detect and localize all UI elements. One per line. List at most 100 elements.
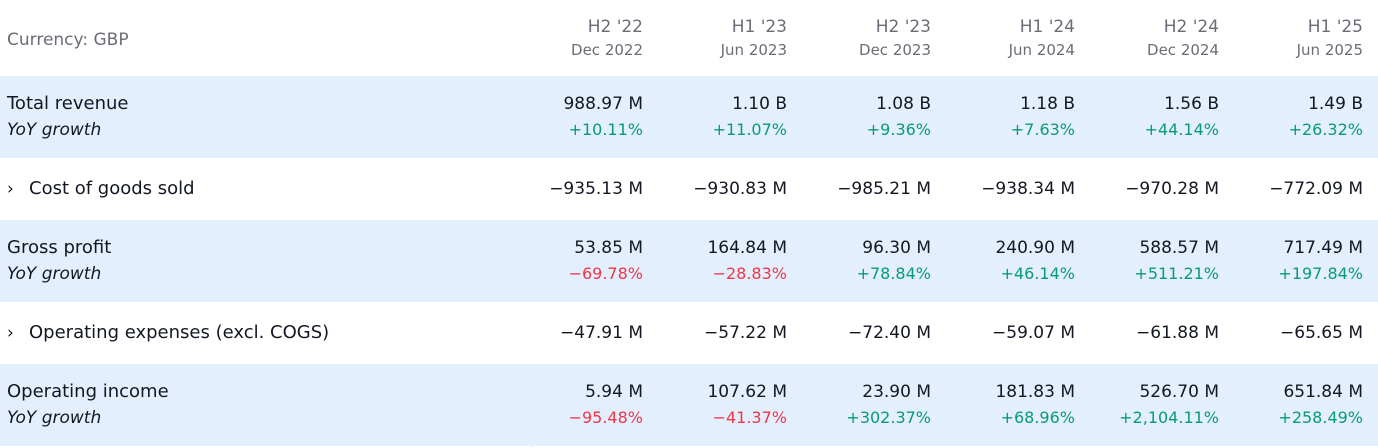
metric-value: −930.83 M <box>693 179 787 199</box>
value-cell: −935.13 M <box>534 176 656 202</box>
metric-value: 53.85 M <box>574 238 643 258</box>
metric-value: 96.30 M <box>862 238 931 258</box>
value-cell: −65.65 M <box>1232 320 1376 346</box>
value-cell: −47.91 M <box>534 320 656 346</box>
metric-value: −72.40 M <box>848 323 931 343</box>
chevron-right-icon[interactable]: › <box>7 323 14 343</box>
metric-sub-label: YoY growth <box>7 264 102 284</box>
value-cell: 1.18 B +7.63% <box>944 91 1088 143</box>
value-cell: 181.83 M +68.96% <box>944 379 1088 431</box>
metric-value: 588.57 M <box>1139 238 1219 258</box>
metric-value: 181.83 M <box>995 382 1075 402</box>
period-header[interactable]: H1 '24 Jun 2024 <box>944 15 1088 61</box>
metric-value: 164.84 M <box>707 238 787 258</box>
period-label: H1 '23 <box>731 17 787 37</box>
period-label: H1 '24 <box>1019 17 1075 37</box>
value-cell: 240.90 M +46.14% <box>944 235 1088 287</box>
value-cell: 1.08 B +9.36% <box>800 91 944 143</box>
growth-value: +302.37% <box>846 408 931 427</box>
metric-value: −65.65 M <box>1280 323 1363 343</box>
value-cell: −772.09 M <box>1232 176 1376 202</box>
value-cell: −970.28 M <box>1088 176 1232 202</box>
value-cell: 988.97 M +10.11% <box>534 91 656 143</box>
value-cell: −72.40 M <box>800 320 944 346</box>
growth-value: +78.84% <box>856 264 931 283</box>
period-label: H1 '25 <box>1307 17 1363 37</box>
growth-value: −41.37% <box>712 408 787 427</box>
metric-value: 23.90 M <box>862 382 931 402</box>
value-cell: 717.49 M +197.84% <box>1232 235 1376 287</box>
growth-value: +258.49% <box>1278 408 1363 427</box>
metric-value: 988.97 M <box>563 94 643 114</box>
value-cell: 96.30 M +78.84% <box>800 235 944 287</box>
row-gross-profit[interactable]: Gross profit YoY growth 53.85 M −69.78% 1… <box>0 220 1378 302</box>
metric-name: Total revenue <box>7 93 129 114</box>
period-date: Dec 2023 <box>859 41 931 59</box>
metric-value: −935.13 M <box>549 179 643 199</box>
period-header[interactable]: H2 '24 Dec 2024 <box>1088 15 1232 61</box>
growth-value: −95.48% <box>568 408 643 427</box>
row-total-revenue[interactable]: Total revenue YoY growth 988.97 M +10.11%… <box>0 76 1378 158</box>
growth-value: −69.78% <box>568 264 643 283</box>
period-date: Jun 2023 <box>720 41 787 59</box>
value-cell: −985.21 M <box>800 176 944 202</box>
period-date: Dec 2024 <box>1147 41 1219 59</box>
period-header[interactable]: H1 '25 Jun 2025 <box>1232 15 1376 61</box>
period-header[interactable]: H1 '23 Jun 2023 <box>656 15 800 61</box>
period-label: H2 '22 <box>587 17 643 37</box>
metric-name: Gross profit <box>7 237 112 258</box>
period-columns: H2 '22 Dec 2022 H1 '23 Jun 2023 H2 '23 D… <box>534 15 1376 61</box>
metric-value: −47.91 M <box>560 323 643 343</box>
value-cell: 1.10 B +11.07% <box>656 91 800 143</box>
metric-value: 240.90 M <box>995 238 1075 258</box>
metric-sub-label: YoY growth <box>7 120 102 140</box>
chevron-right-icon[interactable]: › <box>7 179 14 199</box>
growth-value: +2,104.11% <box>1119 408 1219 427</box>
value-cell: 1.56 B +44.14% <box>1088 91 1232 143</box>
period-header[interactable]: H2 '22 Dec 2022 <box>534 15 656 61</box>
period-date: Dec 2022 <box>571 41 643 59</box>
metric-value: −772.09 M <box>1269 179 1363 199</box>
value-cell: 1.49 B +26.32% <box>1232 91 1376 143</box>
period-label: H2 '23 <box>875 17 931 37</box>
value-cell: −930.83 M <box>656 176 800 202</box>
metric-sub-label: YoY growth <box>7 408 102 428</box>
value-cell: −61.88 M <box>1088 320 1232 346</box>
growth-value: +9.36% <box>866 120 931 139</box>
value-cell: 588.57 M +511.21% <box>1088 235 1232 287</box>
metric-value: −970.28 M <box>1125 179 1219 199</box>
value-cell: 164.84 M −28.83% <box>656 235 800 287</box>
metric-value: 717.49 M <box>1283 238 1363 258</box>
metric-name: Cost of goods sold <box>29 178 195 199</box>
growth-value: +44.14% <box>1144 120 1219 139</box>
period-label: H2 '24 <box>1163 17 1219 37</box>
period-date: Jun 2024 <box>1008 41 1075 59</box>
period-header[interactable]: H2 '23 Dec 2023 <box>800 15 944 61</box>
metric-value: 1.10 B <box>732 94 787 114</box>
value-cell: 53.85 M −69.78% <box>534 235 656 287</box>
growth-value: +68.96% <box>1000 408 1075 427</box>
value-cell: 107.62 M −41.37% <box>656 379 800 431</box>
value-cell: −938.34 M <box>944 176 1088 202</box>
row-operating-expenses[interactable]: › Operating expenses (excl. COGS) −47.91 … <box>0 302 1378 364</box>
value-cell: 23.90 M +302.37% <box>800 379 944 431</box>
growth-value: +26.32% <box>1288 120 1363 139</box>
metric-value: −61.88 M <box>1136 323 1219 343</box>
row-cost-of-goods-sold[interactable]: › Cost of goods sold −935.13 M −930.83 M … <box>0 158 1378 220</box>
row-operating-income[interactable]: Operating income YoY growth 5.94 M −95.48… <box>0 364 1378 446</box>
metric-value: 526.70 M <box>1139 382 1219 402</box>
table-header: Currency: GBP H2 '22 Dec 2022 H1 '23 Jun… <box>0 0 1378 76</box>
value-cell: 651.84 M +258.49% <box>1232 379 1376 431</box>
growth-value: −28.83% <box>712 264 787 283</box>
metric-value: 1.49 B <box>1308 94 1363 114</box>
currency-label: Currency: GBP <box>7 30 129 50</box>
value-cell: 526.70 M +2,104.11% <box>1088 379 1232 431</box>
metric-value: 1.18 B <box>1020 94 1075 114</box>
metric-value: 107.62 M <box>707 382 787 402</box>
metric-value: 1.56 B <box>1164 94 1219 114</box>
metric-name: Operating expenses (excl. COGS) <box>29 322 330 343</box>
growth-value: +511.21% <box>1134 264 1219 283</box>
growth-value: +7.63% <box>1010 120 1075 139</box>
metric-value: −985.21 M <box>837 179 931 199</box>
